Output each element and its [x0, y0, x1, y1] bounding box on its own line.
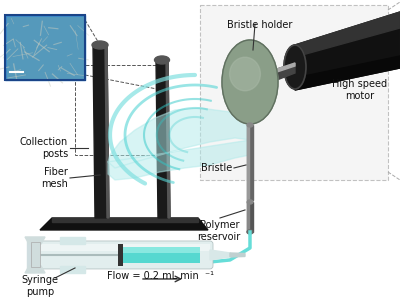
Polygon shape — [108, 108, 250, 180]
Polygon shape — [247, 125, 253, 200]
Polygon shape — [230, 253, 245, 257]
Bar — [5, 15, 85, 80]
Polygon shape — [295, 12, 400, 90]
Ellipse shape — [154, 56, 170, 64]
Ellipse shape — [284, 45, 306, 89]
Polygon shape — [60, 266, 85, 273]
Polygon shape — [60, 237, 85, 244]
FancyBboxPatch shape — [30, 242, 40, 268]
Text: Flow = 0.2 mL min  ⁻¹: Flow = 0.2 mL min ⁻¹ — [106, 271, 214, 281]
Polygon shape — [40, 218, 208, 230]
FancyBboxPatch shape — [120, 247, 200, 263]
Polygon shape — [247, 202, 249, 232]
FancyBboxPatch shape — [120, 247, 200, 253]
FancyBboxPatch shape — [35, 244, 210, 251]
Text: High speed
motor: High speed motor — [332, 79, 388, 101]
Ellipse shape — [247, 230, 253, 234]
Text: Bristle: Bristle — [201, 163, 232, 173]
Polygon shape — [156, 60, 170, 218]
Text: Collection
posts: Collection posts — [20, 137, 68, 159]
FancyBboxPatch shape — [118, 244, 123, 266]
Ellipse shape — [247, 200, 253, 204]
Bar — [200, 5, 388, 180]
Bar — [7, 17, 83, 78]
Polygon shape — [93, 45, 109, 218]
Text: Polymer
reservoir: Polymer reservoir — [197, 220, 240, 241]
Bar — [75, 65, 160, 155]
Polygon shape — [256, 63, 295, 88]
Ellipse shape — [92, 41, 108, 49]
Polygon shape — [52, 218, 198, 222]
Bar — [5, 15, 85, 80]
Polygon shape — [295, 12, 400, 57]
Polygon shape — [256, 63, 295, 79]
Polygon shape — [27, 238, 35, 272]
Ellipse shape — [222, 40, 278, 124]
Polygon shape — [295, 56, 400, 90]
Polygon shape — [210, 250, 230, 260]
Polygon shape — [105, 45, 109, 218]
Text: Syringe
pump: Syringe pump — [22, 275, 58, 297]
Polygon shape — [247, 125, 249, 200]
Polygon shape — [166, 60, 170, 218]
Text: Bristle holder: Bristle holder — [227, 20, 293, 30]
Polygon shape — [25, 237, 45, 244]
Polygon shape — [247, 202, 253, 232]
Ellipse shape — [230, 57, 260, 91]
Text: Fiber
mesh: Fiber mesh — [41, 167, 68, 189]
FancyBboxPatch shape — [32, 241, 213, 269]
Polygon shape — [25, 266, 45, 273]
Ellipse shape — [247, 123, 253, 127]
